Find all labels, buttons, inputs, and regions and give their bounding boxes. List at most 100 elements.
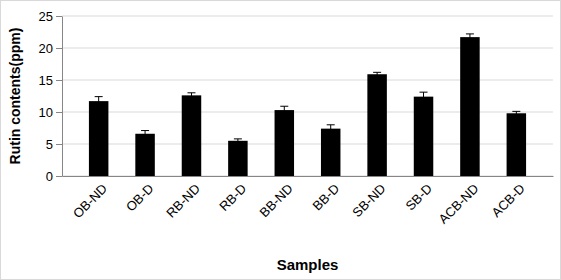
error-cap (187, 97, 195, 98)
error-cap (327, 124, 335, 125)
error-cap (512, 111, 520, 112)
y-tick: 20 (39, 41, 62, 56)
error-cap (141, 130, 149, 131)
error-bar (187, 93, 195, 98)
bar (507, 113, 526, 176)
y-tick-label: 5 (46, 137, 53, 152)
y-tick: 0 (46, 169, 62, 184)
x-tick: BB-D (310, 176, 343, 213)
error-stem (237, 139, 238, 143)
x-tick: OB-ND (70, 176, 110, 221)
error-cap (373, 72, 381, 73)
error-cap (280, 113, 288, 114)
x-axis: OB-NDOB-DRB-NDRB-DBB-NDBB-DSB-NDSB-DACB-… (63, 176, 554, 227)
x-axis-line (63, 176, 554, 177)
y-tick-label: 15 (39, 73, 53, 88)
bar (460, 37, 479, 176)
chart: 0510152025OB-NDOB-DRB-NDRB-DBB-NDBB-DSB-… (0, 0, 561, 280)
bar (321, 129, 340, 176)
y-tick-label: 10 (39, 105, 53, 120)
x-axis-title: Samples (277, 256, 339, 273)
x-tick-label: BB-D (310, 181, 343, 214)
x-tick-label: ACB-D (489, 181, 528, 220)
error-cap (327, 132, 335, 133)
y-tick: 5 (46, 137, 62, 152)
error-stem (423, 92, 424, 101)
error-stem (98, 97, 99, 106)
y-tick: 15 (39, 73, 62, 88)
error-cap (466, 33, 474, 34)
bar (367, 74, 386, 176)
bar (228, 141, 247, 176)
bar (135, 134, 154, 176)
x-tick: OB-D (123, 176, 157, 214)
error-cap (280, 106, 288, 107)
error-stem (377, 72, 378, 76)
y-tick-label: 0 (46, 169, 53, 184)
x-tick: ACB-ND (436, 176, 482, 227)
x-tick-label: SB-ND (349, 181, 388, 220)
error-cap (187, 92, 195, 93)
x-tick-label: SB-D (402, 181, 435, 214)
x-tick-label: RB-ND (163, 181, 203, 221)
error-stem (145, 131, 146, 137)
x-tick-label: OB-D (123, 181, 157, 215)
error-stem (284, 106, 285, 114)
error-cap (466, 40, 474, 41)
y-tick-mark (56, 48, 62, 49)
y-tick-label: 25 (39, 9, 53, 24)
x-tick: SB-ND (349, 176, 388, 220)
bar (275, 110, 294, 176)
x-tick: BB-ND (257, 176, 296, 220)
bar (414, 97, 433, 176)
x-tick-label: ACB-ND (436, 181, 482, 227)
error-cap (373, 76, 381, 77)
grid-line (62, 16, 553, 17)
error-cap (512, 115, 520, 116)
error-cap (95, 105, 103, 106)
y-tick-mark (56, 80, 62, 81)
bar (182, 95, 201, 176)
bar (89, 101, 108, 176)
y-tick-mark (56, 112, 62, 113)
error-bar (95, 97, 103, 106)
y-tick-mark (56, 176, 62, 177)
error-bar (234, 139, 242, 143)
error-bar (512, 111, 520, 115)
grid (62, 16, 553, 176)
error-stem (516, 111, 517, 115)
error-cap (420, 101, 428, 102)
error-stem (330, 125, 331, 133)
x-tick: RB-ND (163, 176, 203, 221)
error-cap (95, 96, 103, 97)
x-tick-label: BB-ND (257, 181, 296, 220)
error-stem (191, 93, 192, 98)
y-tick-mark (56, 144, 62, 145)
x-tick: ACB-D (489, 176, 528, 220)
plot: 0510152025OB-NDOB-DRB-NDRB-DBB-NDBB-DSB-… (39, 9, 554, 227)
error-bar (327, 125, 335, 133)
y-axis-line (62, 17, 63, 177)
error-cap (234, 142, 242, 143)
y-tick-mark (56, 16, 62, 17)
y-tick: 25 (39, 9, 62, 24)
error-bar (420, 92, 428, 101)
y-axis: 0 5 10 15 20 25 (39, 9, 63, 184)
error-stem (469, 34, 470, 40)
bars (89, 34, 526, 176)
error-bar (373, 72, 381, 76)
error-cap (141, 136, 149, 137)
x-tick: SB-D (402, 176, 435, 213)
error-cap (420, 92, 428, 93)
error-bar (280, 106, 288, 114)
y-tick-label: 20 (39, 41, 53, 56)
x-tick-label: OB-ND (70, 181, 110, 221)
error-bar (141, 131, 149, 137)
error-cap (234, 138, 242, 139)
error-bar (466, 34, 474, 40)
y-tick: 10 (39, 105, 62, 120)
x-tick: RB-D (216, 176, 249, 214)
y-axis-title: Rutin contents(ppm) (7, 28, 23, 165)
x-tick-label: RB-D (216, 181, 249, 214)
chart-frame (1, 1, 561, 280)
